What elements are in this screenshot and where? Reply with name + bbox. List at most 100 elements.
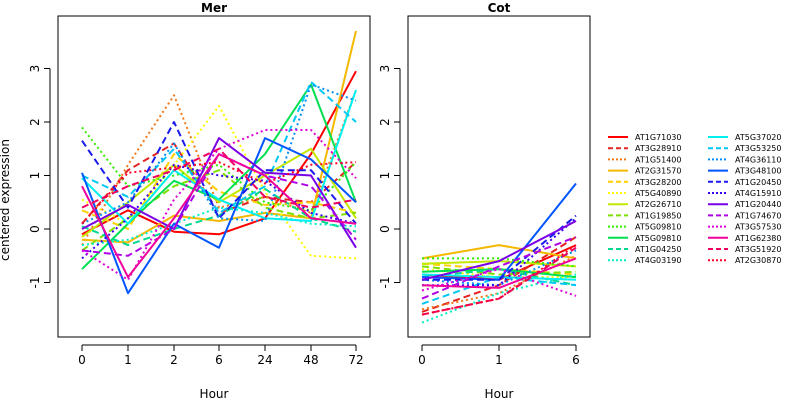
x-tick-label: 1 <box>124 353 132 367</box>
series-line-20 <box>81 129 357 281</box>
panel-title: Cot <box>488 1 511 15</box>
series-line-19 <box>81 153 357 257</box>
legend-label: AT3G51920 <box>735 245 781 254</box>
legend-label: AT4G15910 <box>735 189 781 198</box>
series-line-23 <box>81 161 357 225</box>
legend-item: AT3G53250 <box>708 144 781 153</box>
panel-title: Mer <box>201 1 227 15</box>
legend-item: AT1G71030 <box>608 133 681 142</box>
x-tick-label: 0 <box>78 353 86 367</box>
legend-label: AT1G71030 <box>635 133 681 142</box>
legend-item: AT4G15910 <box>708 189 781 198</box>
legend-label: AT3G53250 <box>735 144 781 153</box>
y-tick-label: -1 <box>28 277 42 289</box>
legend-item: AT1G04250 <box>608 245 681 254</box>
legend-item: AT1G20440 <box>708 200 781 209</box>
series-line-0 <box>81 70 357 236</box>
plot-frame <box>407 15 591 338</box>
x-tick-label: 72 <box>348 353 363 367</box>
series-line-20 <box>421 268 577 297</box>
legend-item: AT2G30870 <box>708 256 781 265</box>
legend-item: AT3G57530 <box>708 223 781 232</box>
y-tick-label: -1 <box>378 277 392 289</box>
series-line-3 <box>421 244 577 260</box>
y-tick-label: 2 <box>378 118 392 126</box>
x-axis-label: Hour <box>485 387 514 400</box>
y-tick-label: 3 <box>378 65 392 73</box>
x-tick-label: 0 <box>418 353 426 367</box>
legend-label: AT2G30870 <box>735 256 781 265</box>
series-line-17 <box>81 163 357 260</box>
legend-item: AT5G09810 <box>608 234 681 243</box>
series-line-23 <box>421 244 577 316</box>
panels: Mer 0 1 2 6 24 48 72 Hour -1 0 1 2 3 Cot 0 1 6 Hour -1 0 1 2 3 <box>28 1 591 400</box>
y-tick-label: 1 <box>28 172 42 180</box>
series-line-16 <box>81 121 357 225</box>
legend-label: AT1G20450 <box>735 178 781 187</box>
legend-item: AT3G48100 <box>708 167 781 176</box>
y-tick-label: 1 <box>378 172 392 180</box>
series-line-16 <box>422 214 577 281</box>
series-line-15 <box>81 137 357 295</box>
series-line-22 <box>81 147 357 209</box>
legend-label: AT1G04250 <box>635 245 681 254</box>
legend-label: AT1G20440 <box>735 200 781 209</box>
legend-item: AT1G20450 <box>708 178 781 187</box>
legend-label: AT5G09810 <box>635 234 681 243</box>
series-line-21 <box>421 257 577 289</box>
legend-item: AT1G51400 <box>608 155 681 164</box>
legend-item: AT4G03190 <box>608 256 681 265</box>
series-line-14 <box>81 83 357 225</box>
x-tick-label: 6 <box>215 353 223 367</box>
x-tick-label: 24 <box>257 353 272 367</box>
legend-label: AT2G31570 <box>635 167 681 176</box>
legend-item: AT5G40890 <box>608 189 681 198</box>
legend-label: AT4G03190 <box>635 256 681 265</box>
legend-item: AT1G62380 <box>708 234 781 243</box>
series-line-4 <box>81 153 357 230</box>
legend-item: AT2G26710 <box>608 200 681 209</box>
y-tick-label: 0 <box>28 225 42 233</box>
legend-item: AT1G74670 <box>708 211 781 220</box>
y-tick-label: 3 <box>28 65 42 73</box>
series-line-13 <box>421 276 577 305</box>
legend-label: AT3G57530 <box>735 223 781 232</box>
x-tick-label: 48 <box>303 353 318 367</box>
legend-item: AT5G09810 <box>608 223 681 232</box>
y-axis-label: centered expression <box>0 139 12 261</box>
plot-frame <box>57 15 371 338</box>
legend-label: AT5G37020 <box>735 133 781 142</box>
legend-label: AT3G28910 <box>635 144 681 153</box>
series-line-2 <box>81 89 357 246</box>
panel-1: Cot 0 1 6 Hour -1 0 1 2 3 <box>378 1 591 400</box>
series-line-7 <box>421 265 577 276</box>
legend-label: AT5G09810 <box>635 223 681 232</box>
series-line-11 <box>421 273 577 324</box>
legend-item: AT5G37020 <box>708 133 781 142</box>
x-tick-label: 1 <box>495 353 503 367</box>
x-tick-label: 6 <box>572 353 580 367</box>
series-line-18 <box>421 220 577 281</box>
legend-label: AT4G36110 <box>735 155 781 164</box>
legend-label: AT3G48100 <box>735 167 781 176</box>
legend-item: AT3G28910 <box>608 144 681 153</box>
series-line-14 <box>421 249 577 287</box>
legend-label: AT1G19850 <box>635 211 681 220</box>
series-line-8 <box>422 257 577 268</box>
series-line-11 <box>81 206 357 247</box>
legend-item: AT2G31570 <box>608 167 681 176</box>
legend: AT1G71030 AT3G28910 AT1G51400 AT2G31570 AT3G… <box>608 133 781 265</box>
legend-item: AT1G19850 <box>608 211 681 220</box>
legend-label: AT2G26710 <box>635 200 681 209</box>
series-line-12 <box>81 89 357 225</box>
legend-item: AT3G51920 <box>708 245 781 254</box>
y-tick-label: 2 <box>28 118 42 126</box>
series-line-21 <box>81 153 357 279</box>
series-line-19 <box>421 236 577 300</box>
legend-label: AT3G28200 <box>635 178 681 187</box>
panel-0: Mer 0 1 2 6 24 48 72 Hour -1 0 1 2 3 <box>28 1 371 400</box>
x-axis-label: Hour <box>200 387 229 400</box>
x-tick-label: 2 <box>170 353 178 367</box>
legend-label: AT5G40890 <box>635 189 681 198</box>
